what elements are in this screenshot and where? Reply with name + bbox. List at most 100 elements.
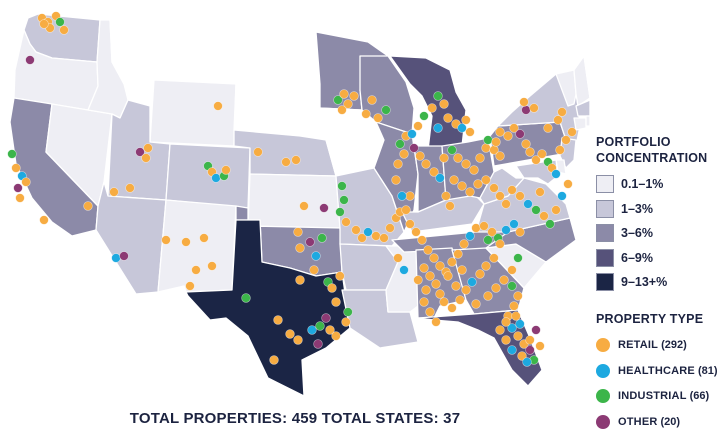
retail-property-marker (21, 177, 31, 187)
retail-property-marker (553, 115, 563, 125)
industrial-property-marker (333, 95, 343, 105)
concentration-item: 6–9% (596, 246, 718, 271)
retail-property-marker (481, 143, 491, 153)
retail-property-marker (361, 109, 371, 119)
other-property-marker (313, 339, 323, 349)
retail-property-marker (221, 165, 231, 175)
healthcare-property-marker (457, 123, 467, 133)
retail-property-marker (125, 183, 135, 193)
retail-property-marker (511, 311, 521, 321)
healthcare-property-marker (465, 231, 475, 241)
retail-property-marker (563, 179, 573, 189)
healthcare-property-marker (211, 173, 221, 183)
property-type-count: (20) (660, 415, 681, 428)
retail-property-marker (393, 159, 403, 169)
state-vt (555, 69, 577, 107)
retail-property-marker (59, 25, 69, 35)
state-ma (575, 99, 590, 117)
industrial-dot-icon (596, 389, 610, 404)
healthcare-property-marker (551, 169, 561, 179)
retail-property-marker (351, 225, 361, 235)
total-properties-label: TOTAL PROPERTIES: (129, 410, 288, 427)
retail-property-marker (537, 149, 547, 159)
retail-property-marker (457, 265, 467, 275)
retail-property-marker (509, 123, 519, 133)
retail-property-marker (551, 205, 561, 215)
retail-property-marker (295, 275, 305, 285)
healthcare-property-marker (397, 191, 407, 201)
retail-property-marker (379, 233, 389, 243)
healthcare-property-marker (557, 191, 567, 201)
property-type-item: HEALTHCARE (81) (596, 358, 718, 384)
retail-property-marker (515, 191, 525, 201)
retail-property-marker (393, 253, 403, 263)
state-ks (247, 173, 341, 229)
healthcare-dot-icon (596, 363, 610, 378)
concentration-swatch (596, 273, 614, 292)
retail-property-marker (425, 271, 435, 281)
retail-property-marker (373, 113, 383, 123)
concentration-legend: 0.1–1% 1–3% 3–6% 6–9% 9–13+% (596, 172, 718, 295)
retail-property-marker (475, 269, 485, 279)
other-property-marker (13, 183, 23, 193)
industrial-property-marker (531, 205, 541, 215)
industrial-property-marker (335, 207, 345, 217)
retail-property-marker (535, 187, 545, 197)
healthcare-property-marker (311, 251, 321, 261)
retail-property-marker (439, 297, 449, 307)
retail-property-marker (441, 191, 451, 201)
retail-property-marker (495, 127, 505, 137)
retail-property-marker (427, 103, 437, 113)
industrial-property-marker (507, 281, 517, 291)
property-type-label: OTHER (618, 415, 658, 428)
retail-property-marker (15, 193, 25, 203)
retail-property-marker (453, 249, 463, 259)
property-type-item: OTHER (20) (596, 409, 718, 435)
retail-property-marker (399, 149, 409, 159)
healthcare-property-marker (399, 265, 409, 275)
retail-property-marker (513, 291, 523, 301)
retail-property-marker (273, 315, 283, 325)
retail-property-marker (293, 227, 303, 237)
retail-property-marker (269, 355, 279, 365)
property-type-label: RETAIL (618, 339, 659, 352)
state-wy (149, 79, 237, 147)
industrial-property-marker (447, 145, 457, 155)
retail-property-marker (447, 303, 457, 313)
industrial-property-marker (483, 235, 493, 245)
other-property-marker (305, 237, 315, 247)
map-legend: PORTFOLIO CONCENTRATION 0.1–1% 1–3% 3–6%… (596, 134, 718, 435)
retail-property-marker (109, 187, 119, 197)
retail-property-marker (455, 295, 465, 305)
concentration-label: 3–6% (621, 226, 653, 241)
retail-property-marker (337, 105, 347, 115)
state-nd (235, 29, 321, 85)
concentration-swatch (596, 175, 614, 194)
retail-property-marker (143, 143, 153, 153)
healthcare-property-marker (307, 325, 317, 335)
retail-property-marker (509, 301, 519, 311)
retail-property-marker (471, 299, 481, 309)
industrial-property-marker (339, 195, 349, 205)
retail-property-marker (327, 283, 337, 293)
concentration-label: 6–9% (621, 250, 653, 265)
industrial-property-marker (343, 307, 353, 317)
retail-property-marker (421, 285, 431, 295)
retail-property-marker (517, 351, 527, 361)
retail-property-marker (461, 159, 471, 169)
other-property-marker (515, 129, 525, 139)
concentration-legend-title: PORTFOLIO CONCENTRATION (596, 135, 708, 165)
retail-property-marker (535, 341, 545, 351)
healthcare-property-marker (522, 357, 532, 367)
retail-property-marker (525, 335, 535, 345)
retail-property-marker (471, 223, 481, 233)
retail-property-marker (501, 317, 511, 327)
retail-property-marker (391, 175, 401, 185)
retail-property-marker (555, 145, 565, 155)
other-property-marker (25, 55, 35, 65)
retail-property-marker (343, 99, 353, 109)
state-mt (109, 19, 239, 85)
retail-property-marker (309, 265, 319, 275)
retail-property-marker (495, 325, 505, 335)
retail-property-marker (431, 279, 441, 289)
